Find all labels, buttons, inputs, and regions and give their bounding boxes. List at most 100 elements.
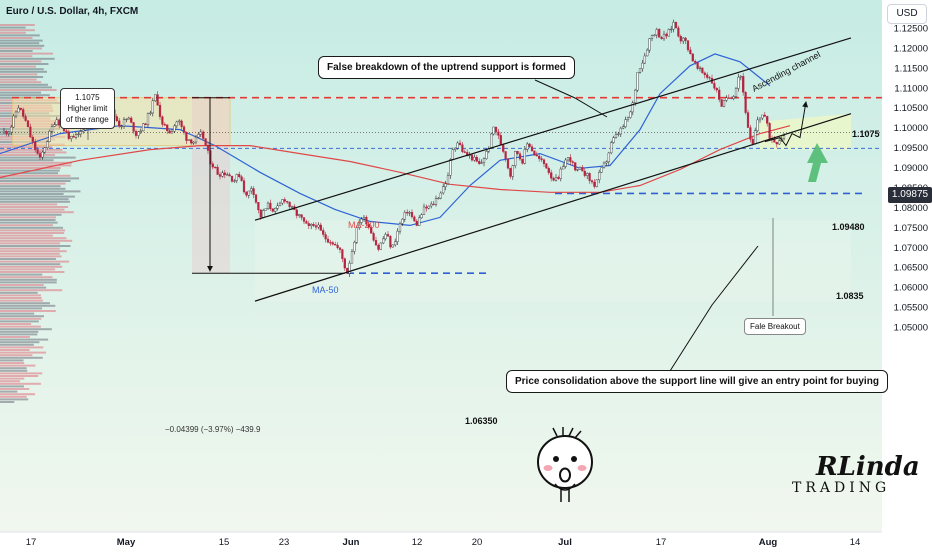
candle-body: [442, 186, 445, 194]
candle-body: [34, 141, 37, 150]
candle-body: [341, 249, 344, 259]
volume-profile-bar: [0, 325, 41, 328]
candle-body: [703, 72, 706, 76]
volume-profile-bar: [0, 362, 25, 364]
candle-body: [439, 192, 442, 199]
candle-body: [773, 139, 776, 143]
price-tick-label: 1.09500: [894, 143, 928, 154]
candle-body: [550, 172, 553, 179]
currency-button[interactable]: USD: [887, 4, 927, 24]
volume-profile-bar: [0, 47, 42, 50]
candle-body: [283, 199, 286, 202]
candle-body: [223, 172, 226, 176]
volume-profile-bar: [0, 356, 43, 359]
candle-body: [151, 100, 154, 114]
candle-body: [338, 247, 342, 250]
volume-profile-bar: [0, 24, 35, 26]
candle-body: [590, 180, 594, 183]
candle-body: [490, 133, 493, 149]
candle-body: [245, 191, 248, 196]
volume-profile-bar: [0, 159, 54, 162]
channel-lower-line: [254, 113, 852, 302]
candle-body: [334, 244, 337, 246]
level-label-06350: 1.06350: [465, 416, 498, 426]
candle-body: [199, 131, 202, 135]
candle-body: [679, 36, 682, 42]
candle-body: [706, 74, 709, 78]
volume-profile-bar: [0, 174, 71, 177]
candle-body: [166, 124, 169, 131]
volume-profile-bar: [0, 206, 69, 208]
volume-profile-bar: [0, 185, 61, 188]
candle-body: [324, 234, 327, 240]
candle-body: [358, 222, 361, 228]
candle-body: [53, 124, 56, 127]
candle-body: [574, 162, 577, 171]
ma50-label: MA-50: [312, 285, 339, 295]
candle-body: [667, 29, 670, 37]
candle-body: [252, 188, 255, 195]
time-tick-label: 23: [279, 537, 290, 548]
candle-body: [305, 221, 308, 224]
candle-body: [782, 135, 786, 140]
volume-profile-bar: [0, 232, 65, 234]
candle-body: [326, 238, 330, 243]
volume-profile-bar: [0, 180, 71, 182]
candle-body: [343, 258, 346, 269]
candle-body: [571, 161, 574, 163]
candle-body: [307, 223, 310, 226]
candle-body: [588, 173, 591, 181]
candle-body: [235, 174, 238, 181]
candle-body: [634, 89, 637, 103]
candle-body: [583, 170, 586, 176]
volume-profile-bar: [0, 380, 20, 383]
volume-profile-bar: [0, 39, 43, 42]
volume-profile-bar: [0, 343, 34, 346]
candle-body: [262, 210, 265, 218]
candle-body: [504, 151, 507, 159]
volume-profile-bar: [0, 73, 38, 76]
candle-body: [247, 190, 250, 196]
volume-profile-bar: [0, 219, 56, 221]
level-label-1075: 1.1075: [852, 129, 880, 139]
candle-body: [331, 242, 334, 245]
candle-body: [725, 97, 728, 101]
candle-body: [14, 111, 18, 117]
candle-body: [751, 139, 754, 145]
volume-profile-bar: [0, 151, 67, 154]
candle-body: [600, 167, 603, 173]
candle-body: [226, 174, 229, 176]
volume-profile-bar: [0, 372, 43, 375]
volume-profile-bar: [0, 198, 69, 201]
candle-body: [610, 142, 613, 154]
volume-profile-bar: [0, 213, 62, 216]
volume-profile-bar: [0, 148, 63, 151]
candle-body: [127, 117, 130, 120]
candle-body: [641, 62, 644, 69]
chart-title: Euro / U.S. Dollar, 4h, FXCM: [6, 6, 139, 17]
volume-profile-bar: [0, 26, 26, 29]
volume-profile-bar: [0, 369, 28, 372]
candle-body: [154, 94, 157, 101]
candle-body: [722, 100, 726, 107]
candle-body: [36, 149, 39, 154]
candle-body: [372, 233, 375, 241]
candle-body: [617, 133, 620, 135]
candle-body: [564, 159, 567, 167]
candle-body: [742, 76, 745, 93]
candle-body: [302, 217, 306, 222]
candle-body: [473, 156, 476, 161]
candle-body: [653, 34, 656, 36]
candle-body: [391, 244, 394, 248]
candle-body: [749, 127, 752, 140]
price-tick-label: 1.07000: [894, 243, 928, 254]
face-doodle: [537, 427, 593, 502]
candle-body: [130, 117, 133, 123]
candle-body: [542, 159, 546, 164]
candle-body: [456, 142, 459, 149]
candle-body: [643, 55, 646, 64]
volume-profile-bar: [0, 255, 62, 258]
volume-profile-bar: [0, 338, 49, 341]
candle-body: [446, 175, 450, 185]
